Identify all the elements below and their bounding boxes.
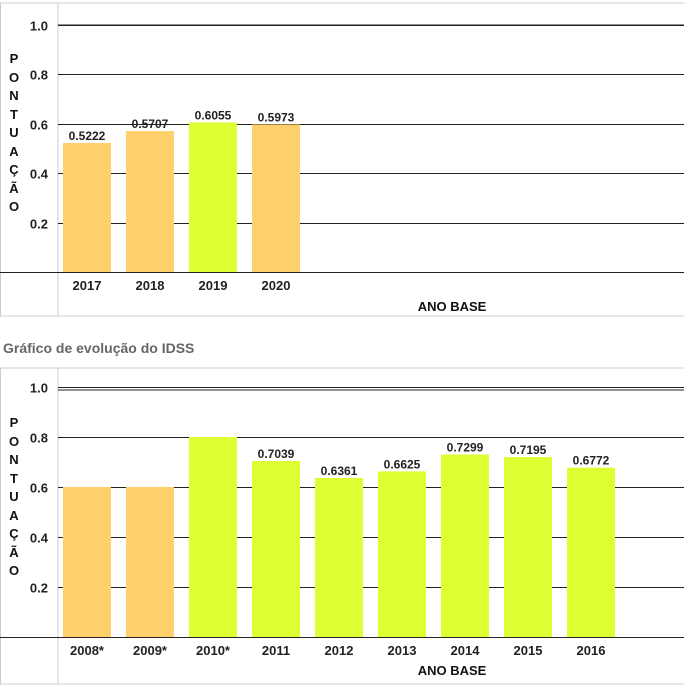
bar-value-label: 0.7299	[447, 441, 484, 455]
x-tick-label: 2015	[514, 643, 543, 658]
y-axis-title-letter: O	[8, 199, 20, 214]
y-tick-label: 0.2	[30, 217, 48, 232]
y-tick-label: 0.8	[30, 431, 48, 446]
y-axis-title-letter: A	[9, 507, 19, 523]
x-axis-title: ANO BASE	[418, 663, 487, 678]
y-tick-label: 1.0	[30, 381, 48, 396]
x-tick-label: 2020	[262, 278, 291, 293]
x-tick-label: 2010*	[196, 643, 231, 658]
y-tick-label: 0.4	[30, 167, 49, 182]
bar-value-label: 0.6055	[195, 108, 232, 122]
bar-value-label: 0.5973	[258, 110, 295, 124]
bar	[189, 437, 237, 637]
x-tick-label: 2011	[262, 643, 290, 658]
y-tick-label: 0.2	[30, 581, 48, 596]
bar-chart-svg-bottom: 0.2 0.4 0.6 0.8 1.0 2008* 2009* 2010* 0.7039 2011…	[0, 367, 684, 685]
bar-value-label: 0.6772	[573, 454, 610, 468]
bar-value-label: 0.5222	[69, 129, 106, 143]
bar	[315, 477, 363, 637]
x-tick-label: 2018	[136, 278, 165, 293]
y-axis-title-letter: Ã	[9, 544, 19, 560]
x-tick-label: 2017	[73, 278, 102, 293]
x-tick-label: 2012	[325, 643, 354, 658]
y-tick-label: 0.4	[30, 531, 49, 546]
bar	[63, 487, 111, 637]
y-axis-title-letter: Ã	[9, 180, 19, 196]
y-axis-title-letter: A	[9, 143, 19, 159]
y-axis-title-letter: P	[9, 51, 19, 66]
bar	[504, 457, 552, 637]
y-axis-title-letter: N	[9, 452, 19, 467]
y-axis-title-letter: O	[8, 563, 20, 578]
chart-panel-top: 0.2 0.4 0.6 0.8 1.0 0.5222 2017 0.5707 2018 0.605…	[0, 0, 684, 320]
x-tick-label: 2016	[577, 643, 606, 658]
y-axis-title-letter: Ç	[9, 162, 19, 177]
bar-chart-svg-top: 0.2 0.4 0.6 0.8 1.0 0.5222 2017 0.5707 2018 0.605…	[0, 2, 684, 317]
y-axis-title-letter: U	[9, 489, 19, 504]
x-tick-label: 2013	[388, 643, 417, 658]
y-axis-title-letter: U	[9, 125, 19, 140]
x-tick-label: 2009*	[133, 643, 168, 658]
bar	[252, 124, 300, 272]
y-tick-label: 0.6	[30, 118, 48, 133]
y-tick-label: 1.0	[30, 19, 48, 34]
bar	[441, 454, 489, 637]
y-axis-title-letter: N	[9, 88, 19, 103]
chart-title: Gráfico de evolução do IDSS	[3, 340, 195, 356]
x-tick-label: 2008*	[70, 643, 105, 658]
x-tick-label: 2019	[199, 278, 228, 293]
x-axis-title: ANO BASE	[418, 299, 487, 314]
bar	[378, 471, 426, 637]
y-axis-title-letter: P	[9, 415, 19, 430]
bar-value-label: 0.6625	[384, 457, 421, 471]
bar-value-label: 0.7039	[258, 447, 295, 461]
x-tick-label: 2014	[451, 643, 481, 658]
bar	[252, 461, 300, 637]
bar	[126, 487, 174, 637]
bar	[126, 131, 174, 272]
bar-value-label: 0.7195	[510, 443, 547, 457]
bar	[63, 143, 111, 272]
bar-value-label: 0.6361	[321, 464, 358, 478]
y-axis-title-letter: Ç	[9, 526, 19, 541]
y-axis-title-letter: O	[8, 69, 20, 85]
y-tick-label: 0.6	[30, 481, 48, 496]
y-axis-title-letter: O	[8, 433, 20, 449]
y-axis-title-letter: T	[10, 106, 18, 122]
chart-panel-bottom: 0.2 0.4 0.6 0.8 1.0 2008* 2009* 2010* 0.7039 2011…	[0, 366, 684, 685]
bar	[567, 467, 615, 637]
y-tick-label: 0.8	[30, 68, 48, 83]
y-axis-title-letter: T	[10, 470, 18, 486]
bar	[189, 122, 237, 272]
bar-value-label: 0.5707	[132, 117, 169, 131]
